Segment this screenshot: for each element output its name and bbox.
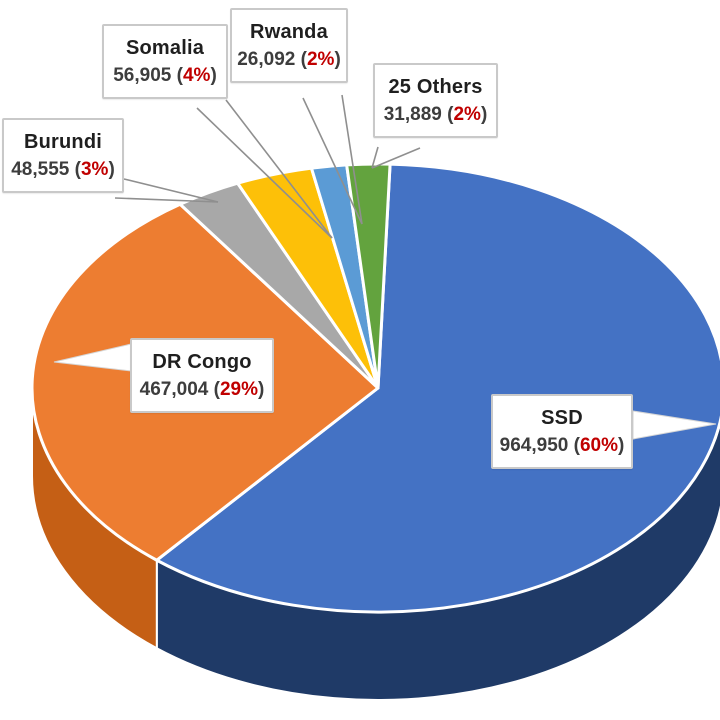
paren-open: (: [208, 379, 220, 400]
slice-label: SSD: [541, 407, 583, 429]
slice-value-line: 964,950 (60%): [497, 432, 627, 459]
slice-value-line: 26,092 (2%): [236, 46, 342, 73]
slice-percent: 2%: [453, 104, 481, 125]
paren-close: ): [210, 65, 217, 86]
callout-25-others: 25 Others 31,889 (2%): [373, 63, 498, 138]
pie-slice-ssd: [155, 162, 720, 614]
burundi-leader-2: [114, 197, 219, 203]
rwanda-leader-1: [302, 97, 363, 225]
paren-close: ): [258, 379, 265, 400]
paren-open: (: [295, 49, 307, 70]
paren-close: ): [108, 159, 115, 180]
25-others-leader-1: [371, 146, 379, 169]
slice-value-line: 31,889 (2%): [379, 101, 492, 128]
slice-value: 26,092: [237, 49, 296, 70]
25-others-leader-2: [371, 147, 421, 169]
callout-burundi: Burundi 48,555 (3%): [2, 118, 124, 193]
slice-value: 48,555: [11, 159, 70, 180]
ssd-callout-pointer: [632, 410, 717, 440]
slice-percent: 3%: [80, 159, 109, 180]
slice-value: 964,950: [499, 435, 569, 456]
slice-value: 56,905: [113, 65, 172, 86]
slice-label: Rwanda: [250, 21, 328, 43]
somalia-leader-1: [196, 107, 333, 239]
slice-value: 467,004: [139, 379, 209, 400]
slice-label: Somalia: [125, 37, 205, 59]
paren-open: (: [568, 435, 580, 456]
paren-open: (: [69, 159, 81, 180]
slice-value-line: 56,905 (4%): [108, 62, 222, 89]
burundi-leader-1: [123, 178, 219, 203]
somalia-leader-2: [225, 99, 333, 239]
rwanda-leader-2: [341, 94, 363, 225]
slice-label: 25 Others: [388, 76, 483, 98]
paren-close: ): [480, 104, 488, 125]
slice-percent: 29%: [219, 379, 258, 400]
slice-value-line: 467,004 (29%): [136, 376, 268, 403]
slice-label: DR Congo: [152, 351, 252, 373]
slice-label: Burundi: [23, 131, 103, 153]
slice-percent: 2%: [306, 49, 335, 70]
paren-open: (: [441, 104, 454, 125]
callout-rwanda: Rwanda 26,092 (2%): [230, 8, 348, 83]
callout-ssd: SSD 964,950 (60%): [491, 394, 633, 469]
paren-close: ): [618, 435, 625, 456]
paren-close: ): [334, 49, 341, 70]
slice-percent: 60%: [579, 435, 618, 456]
callout-somalia: Somalia 56,905 (4%): [102, 24, 228, 99]
pie-slice-25-others: [345, 162, 392, 390]
callout-dr-congo: DR Congo 467,004 (29%): [130, 338, 274, 413]
paren-open: (: [171, 65, 183, 86]
slice-value-line: 48,555 (3%): [8, 156, 118, 183]
slice-value: 31,889: [383, 104, 442, 125]
slice-percent: 4%: [182, 65, 211, 86]
